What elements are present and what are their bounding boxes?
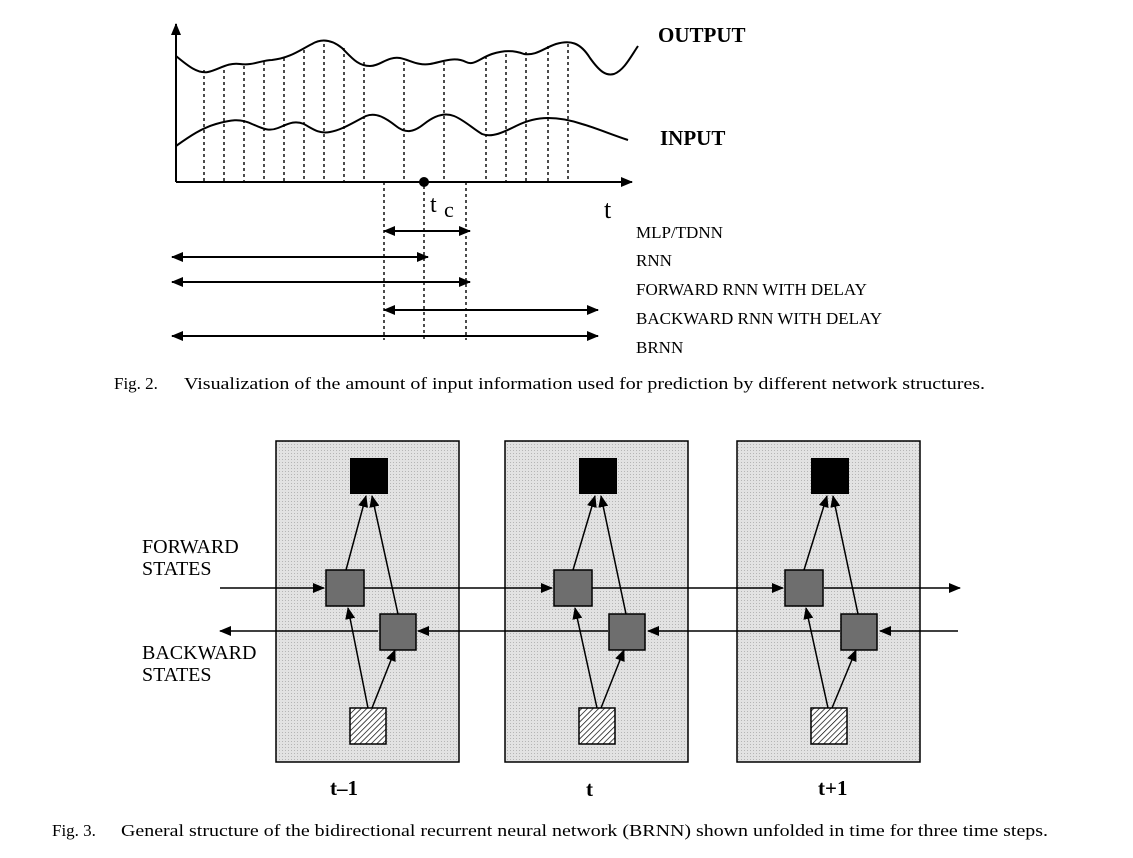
forward-state-unit-t-plus-1 — [784, 569, 824, 607]
tc-point — [419, 177, 429, 187]
fig2-caption-number: Fig. 2. — [114, 374, 158, 393]
fig3-diagram: FORWARD STATES BACKWARD STATES t–1 t t+1 — [142, 440, 961, 801]
structure-label-backward-rnn-delay: BACKWARD RNN WITH DELAY — [636, 309, 882, 328]
internal-arrows-t-plus-1 — [803, 495, 859, 709]
structure-label-brnn: BRNN — [636, 338, 683, 357]
time-label-t-minus-1: t–1 — [330, 776, 358, 800]
output-label: OUTPUT — [658, 23, 746, 47]
fig2-sample-lines — [203, 44, 569, 182]
structure-label-forward-rnn-delay: FORWARD RNN WITH DELAY — [636, 280, 867, 299]
tc-label-t: t — [430, 192, 437, 218]
input-unit-t — [578, 707, 616, 745]
output-signal-curve — [175, 39, 639, 76]
forward-states-label-line2: STATES — [142, 558, 212, 580]
backward-state-unit-t — [608, 613, 646, 651]
fig2-structure-arrows — [171, 226, 599, 341]
fig2-caption-text: Visualization of the amount of input inf… — [184, 374, 985, 393]
input-signal-curve — [175, 113, 629, 147]
structure-label-mlp-tdnn: MLP/TDNN — [636, 223, 723, 242]
backward-states-label-line2: STATES — [142, 664, 212, 686]
input-unit-t-plus-1 — [810, 707, 848, 745]
time-label-t: t — [586, 777, 593, 801]
fig2-diagram: OUTPUT INPUT t t c MLP/TDNN RNN FORWARD … — [171, 23, 882, 357]
internal-arrows-t — [572, 495, 627, 709]
backward-states-label-line1: BACKWARD — [142, 642, 256, 664]
tc-label-c: c — [444, 197, 454, 222]
fig3-caption-number: Fig. 3. — [52, 821, 96, 840]
input-unit-t-minus-1 — [349, 707, 387, 745]
structure-label-rnn: RNN — [636, 251, 672, 270]
backward-state-unit-t-plus-1 — [840, 613, 878, 651]
input-label: INPUT — [660, 126, 725, 150]
output-unit-t — [579, 458, 617, 494]
backward-state-unit-t-minus-1 — [379, 613, 417, 651]
output-unit-t-minus-1 — [350, 458, 388, 494]
output-unit-t-plus-1 — [811, 458, 849, 494]
t-axis-label: t — [604, 195, 612, 224]
forward-state-unit-t — [553, 569, 593, 607]
forward-states-label-line1: FORWARD — [142, 536, 239, 558]
forward-state-unit-t-minus-1 — [325, 569, 365, 607]
internal-arrows-t-minus-1 — [345, 495, 399, 709]
time-label-t-plus-1: t+1 — [818, 776, 847, 800]
fig3-caption-text: General structure of the bidirectional r… — [121, 821, 1048, 840]
